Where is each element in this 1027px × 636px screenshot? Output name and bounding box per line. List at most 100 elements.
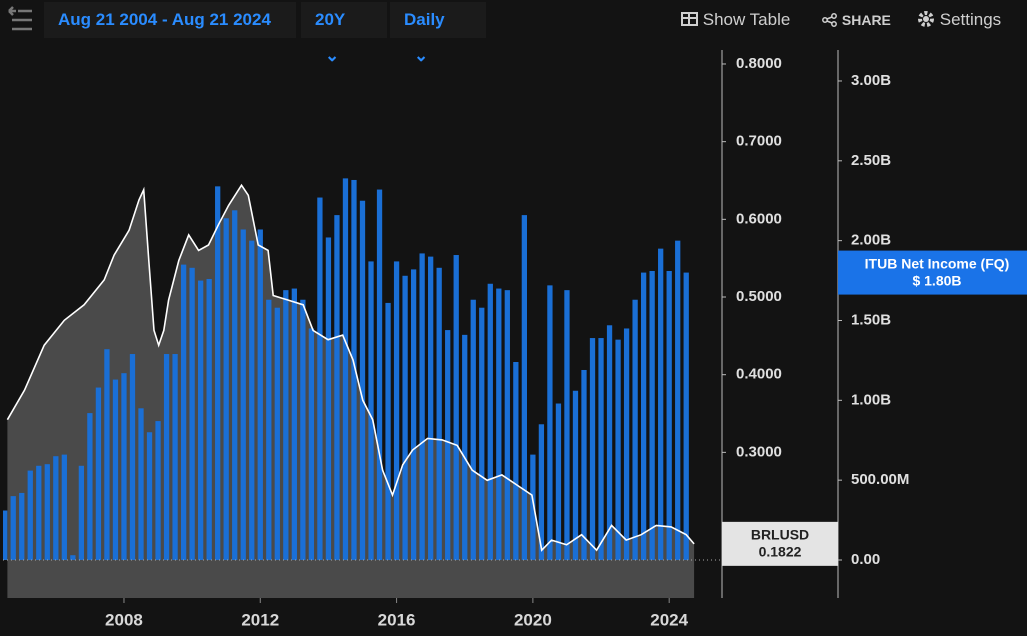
bar (504, 290, 510, 560)
bar (538, 424, 545, 560)
bar (266, 299, 272, 560)
settings-label: Settings (939, 10, 1002, 29)
y-tick-label: 0.8000 (736, 55, 782, 72)
bar (419, 253, 425, 560)
bar (274, 307, 280, 560)
line (6, 183, 695, 552)
bar (581, 369, 587, 560)
bar (121, 373, 127, 560)
bar (232, 210, 238, 560)
bar (53, 456, 59, 560)
period-select[interactable]: 20Y ⌄ (301, 2, 387, 65)
bar (342, 178, 349, 560)
bar (257, 229, 263, 560)
interval: Daily (404, 10, 445, 29)
bar (376, 189, 383, 560)
bar (78, 465, 85, 560)
x-tick-label: 2016 (378, 610, 416, 629)
bar (640, 272, 647, 560)
bar (547, 285, 553, 560)
share-label: SHARE (841, 12, 891, 28)
last-value-badge (722, 521, 838, 566)
bar (10, 496, 16, 560)
bar (564, 290, 570, 560)
bar (530, 454, 536, 560)
bar (61, 454, 67, 560)
bar (632, 299, 638, 560)
table-icon (681, 12, 698, 26)
bar (589, 338, 596, 560)
interval-select[interactable]: Daily ⌄ (390, 2, 486, 65)
settings[interactable]: Settings (917, 2, 1001, 38)
bar (138, 408, 144, 560)
bar (649, 270, 655, 560)
gear-icon (918, 11, 934, 27)
share-icon (822, 13, 837, 27)
bar (36, 465, 42, 560)
bar (300, 299, 306, 560)
last-value-badge (838, 250, 1027, 295)
bar (453, 255, 459, 560)
badge-name: ITUB Net Income (FQ) (865, 255, 1010, 271)
bar (249, 240, 255, 560)
bar (308, 328, 315, 560)
bar (445, 330, 451, 560)
y-tick-label: 0.4000 (736, 366, 782, 383)
bar (606, 325, 613, 560)
bar (283, 290, 289, 560)
bar (27, 470, 33, 560)
y2-tick-label: 1.50B (851, 311, 891, 328)
bar (291, 288, 297, 560)
badge-value: 0.1822 (759, 544, 802, 560)
bar (615, 339, 621, 560)
badge-value: $ 1.80B (912, 272, 961, 288)
bar (172, 354, 178, 560)
share[interactable]: SHARE (822, 2, 891, 38)
bar (3, 510, 8, 560)
y-tick-label: 0.7000 (736, 133, 782, 150)
bar (623, 328, 630, 560)
bar (555, 403, 562, 560)
y2-tick-label: 2.50B (851, 152, 891, 169)
bar (223, 218, 229, 560)
y2-tick-label: 3.00B (851, 72, 891, 89)
bar (385, 302, 391, 560)
bar (112, 379, 119, 560)
y-tick-label: 0.3000 (736, 443, 782, 460)
bar (487, 283, 493, 560)
x-tick-label: 2012 (241, 610, 279, 629)
bar (470, 299, 476, 560)
menu-icon[interactable] (6, 6, 34, 34)
bar (87, 413, 93, 560)
x-tick-label: 2008 (105, 610, 143, 629)
bar (496, 288, 502, 560)
date-range[interactable]: Aug 21 2004 - Aug 21 2024 (44, 2, 296, 38)
bar (368, 261, 374, 560)
bar (479, 307, 485, 560)
bar (163, 354, 170, 560)
bar (334, 215, 340, 560)
y2-tick-label: 2.00B (851, 232, 891, 249)
bar (95, 387, 102, 560)
bar (70, 555, 76, 560)
y2-tick-label: 500.00M (851, 471, 909, 488)
bar (206, 278, 212, 560)
badge-name: BRLUSD (751, 527, 809, 543)
bar (359, 200, 366, 560)
bar (240, 229, 246, 560)
y-tick-label: 0.6000 (736, 210, 782, 227)
bar (428, 256, 434, 560)
bar (683, 272, 689, 560)
x-tick-label: 2020 (514, 610, 552, 629)
bar (393, 261, 400, 560)
bar (155, 421, 161, 560)
bar (19, 492, 25, 560)
period: 20Y (315, 10, 345, 29)
show-table-label: Show Table (702, 10, 791, 29)
bar (436, 267, 442, 560)
bar (666, 270, 672, 560)
bar (215, 186, 221, 560)
bar (675, 240, 681, 560)
show-table[interactable]: Show Table (681, 2, 790, 38)
